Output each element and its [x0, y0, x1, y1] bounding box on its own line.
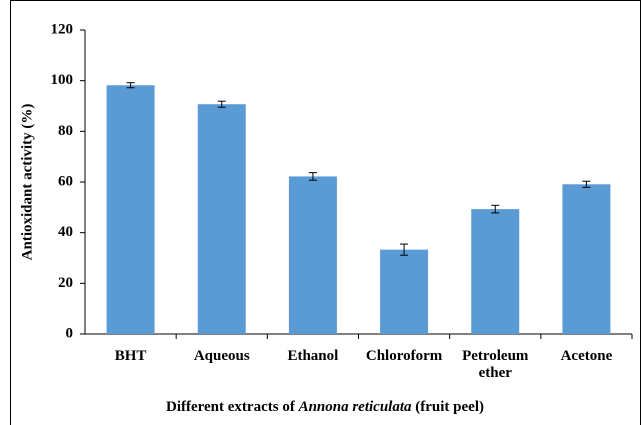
bar	[380, 249, 429, 334]
x-axis-label-part: (fruit peel)	[415, 399, 484, 415]
y-tick-label: 80	[58, 123, 73, 139]
x-tick-label: Acetone	[560, 348, 613, 364]
y-tick-label: 40	[58, 224, 73, 240]
x-tick-label: Petroleum ether	[462, 348, 529, 381]
y-tick-label: 0	[66, 325, 74, 341]
y-tick-label: 120	[51, 21, 74, 37]
x-axis-label-part: Different extracts of	[166, 399, 296, 415]
bar	[288, 176, 337, 334]
bar	[471, 209, 520, 334]
x-tick-label: Chloroform	[365, 348, 443, 364]
x-tick-label: Aqueous	[193, 348, 250, 364]
y-tick-label: 100	[51, 72, 74, 88]
x-tick-label: Ethanol	[287, 348, 339, 364]
y-axis-label: Antioxidant activity (%)	[19, 104, 35, 261]
frame	[10, 0, 641, 425]
y-tick-label: 60	[58, 173, 73, 189]
x-axis-label-part: Annona reticulata	[298, 399, 412, 415]
x-tick-label: BHT	[114, 348, 147, 364]
bar	[106, 85, 155, 334]
bar	[197, 104, 246, 334]
x-axis-label: Different extracts of Annona reticulata …	[166, 399, 484, 415]
bar	[562, 184, 611, 334]
y-tick-label: 20	[58, 275, 73, 291]
